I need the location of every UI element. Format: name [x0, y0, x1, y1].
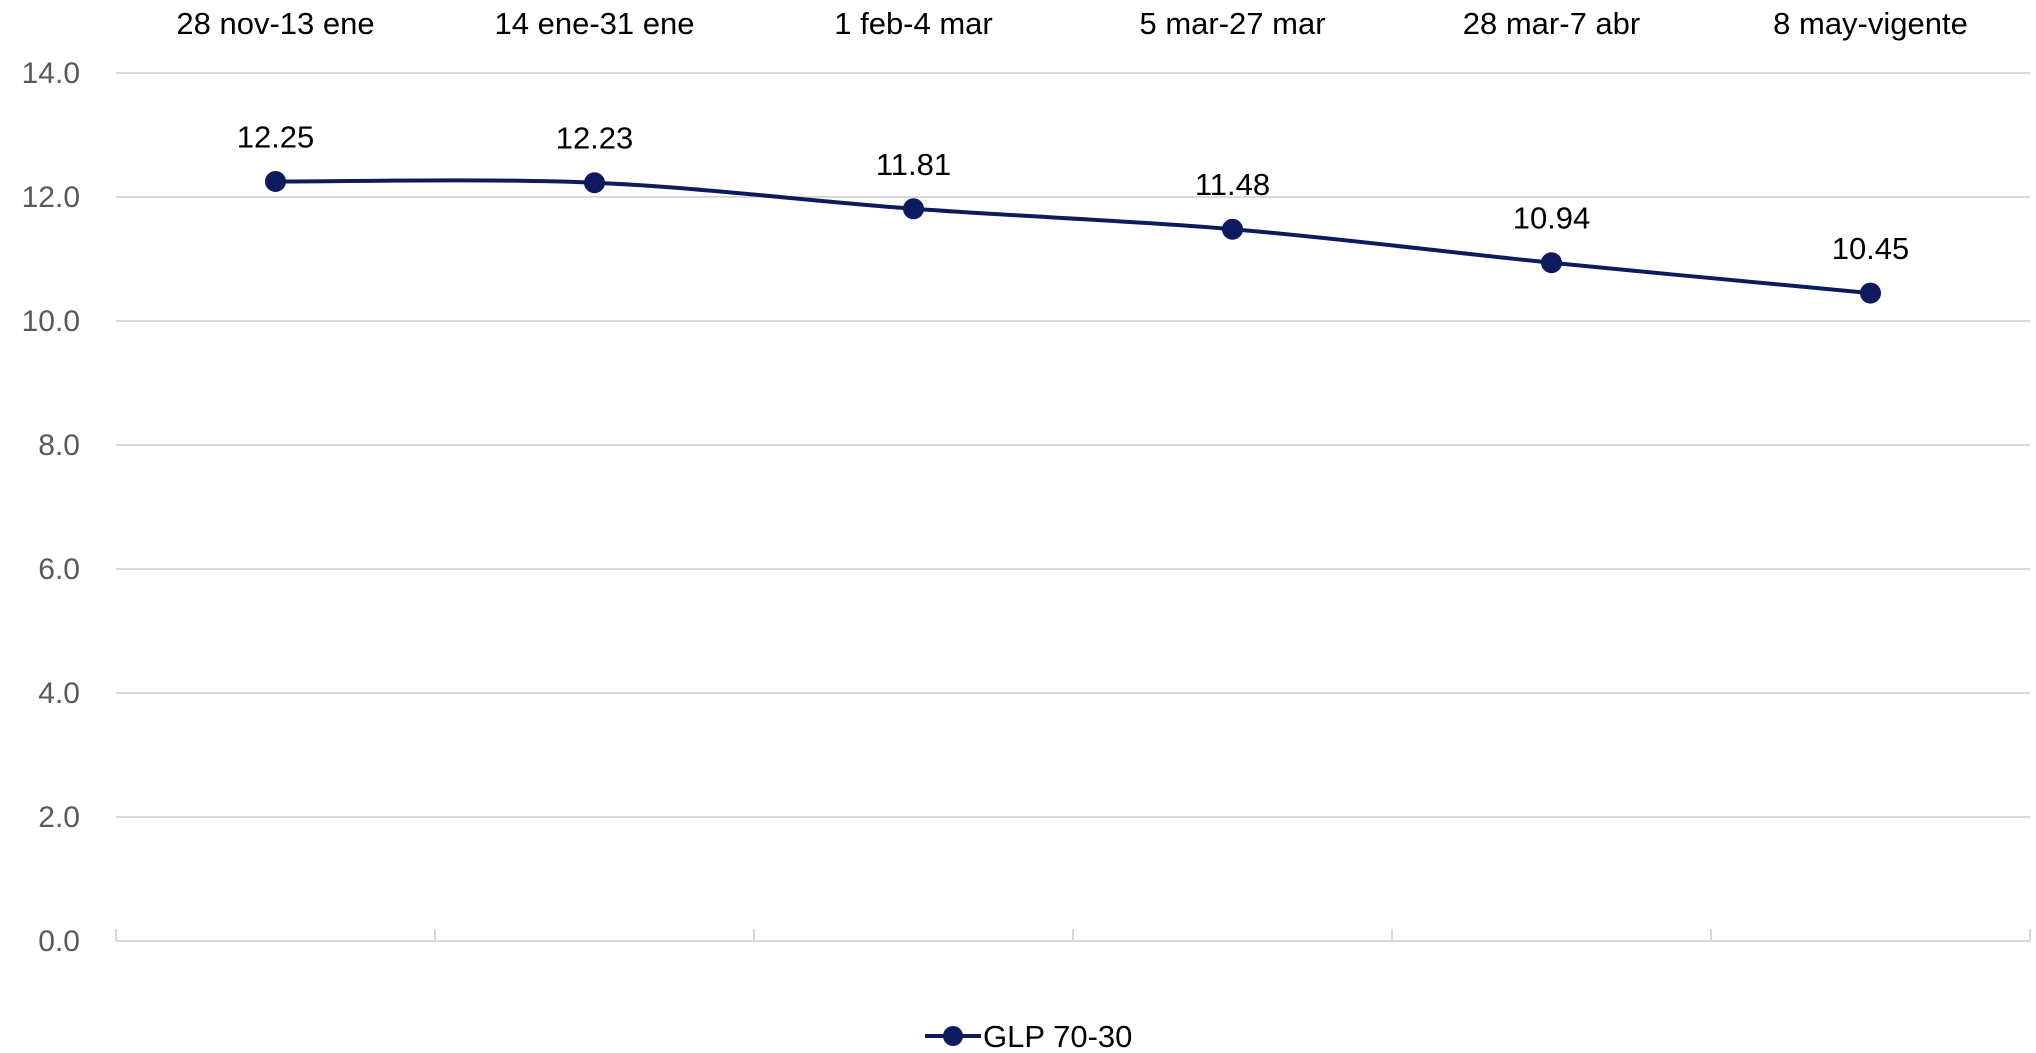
data-point — [265, 171, 286, 192]
data-label: 12.25 — [237, 120, 315, 155]
y-axis-tick-labels: 0.0 2.0 4.0 6.0 8.0 10.0 12.0 14.0 — [22, 57, 80, 958]
legend-entry-label: GLP 70-30 — [983, 1019, 1132, 1053]
data-label: 12.23 — [556, 121, 634, 156]
y-tick-label: 0.0 — [38, 925, 80, 958]
data-point — [1541, 252, 1562, 274]
series-glp-70-30 — [265, 171, 1881, 304]
category-label: 5 mar-27 mar — [1139, 6, 1325, 41]
data-label: 10.94 — [1513, 201, 1591, 236]
data-point — [1860, 282, 1881, 304]
y-tick-label: 10.0 — [22, 305, 80, 338]
category-label: 14 ene-31 ene — [495, 6, 695, 41]
legend: GLP 70-30 — [925, 1019, 1132, 1053]
y-tick-label: 14.0 — [22, 57, 80, 90]
data-label: 11.48 — [1195, 167, 1270, 202]
data-point — [584, 172, 605, 194]
category-label: 8 may-vigente — [1773, 6, 1968, 41]
legend-marker-icon — [943, 1026, 963, 1046]
data-labels: 12.25 12.23 11.81 11.48 10.94 10.45 — [237, 120, 1910, 267]
y-tick-label: 4.0 — [38, 677, 80, 710]
data-label: 11.81 — [876, 147, 951, 182]
y-tick-label: 12.0 — [22, 181, 80, 214]
gridlines — [116, 72, 2030, 818]
category-labels: 28 nov-13 ene 14 ene-31 ene 1 feb-4 mar 5 m… — [176, 6, 1967, 41]
y-tick-label: 2.0 — [38, 801, 80, 834]
category-label: 1 feb-4 mar — [834, 6, 993, 41]
y-tick-label: 6.0 — [38, 553, 80, 586]
data-point — [903, 198, 924, 220]
category-label: 28 mar-7 abr — [1463, 6, 1640, 41]
series-line — [275, 178, 1871, 296]
y-tick-label: 8.0 — [38, 429, 80, 462]
category-label: 28 nov-13 ene — [176, 6, 374, 41]
data-point — [1222, 218, 1243, 240]
x-axis — [115, 929, 2031, 942]
data-label: 10.45 — [1832, 231, 1910, 266]
